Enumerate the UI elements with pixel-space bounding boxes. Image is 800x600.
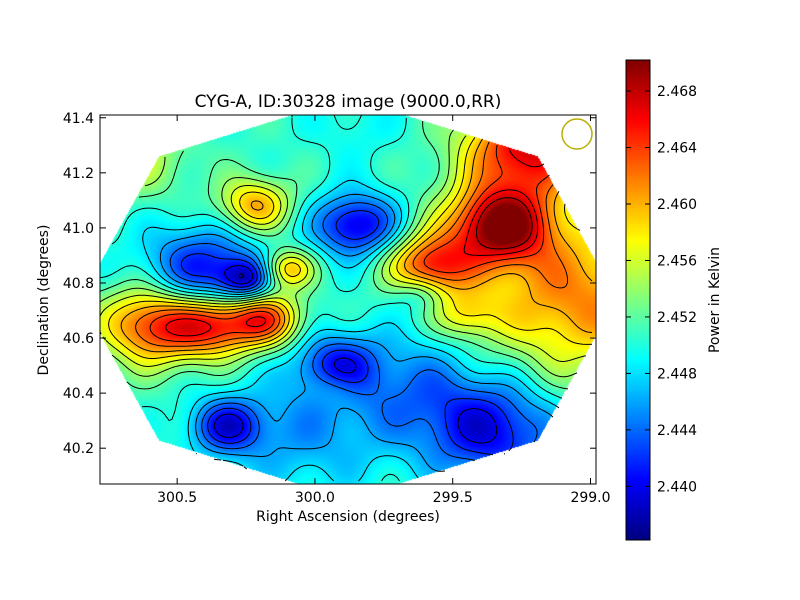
x-axis-ticks: 300.5 300.0 299.5 299.0 <box>157 115 611 506</box>
contour-lines <box>100 115 593 482</box>
beam-circle <box>561 118 593 150</box>
y-axis-label: Declination (degrees) <box>36 225 52 376</box>
colorbar-tick-label: 2.440 <box>657 479 697 495</box>
colorbar-tick-label: 2.456 <box>657 253 697 269</box>
contour-line <box>213 265 498 444</box>
contour-line <box>180 210 514 456</box>
contour-line <box>135 141 569 347</box>
contour-line <box>476 197 533 250</box>
contour-line <box>100 135 587 367</box>
contour-line <box>100 115 563 482</box>
x-tick-label: 300.5 <box>157 490 197 506</box>
x-tick-label: 299.5 <box>433 490 473 506</box>
y-tick-label: 40.8 <box>63 276 94 292</box>
y-tick-label: 40.6 <box>63 331 94 347</box>
colorbar-label: Power in Kelvin <box>707 247 723 353</box>
colorbar-frame <box>625 59 651 541</box>
y-tick-label: 40.4 <box>63 386 94 402</box>
y-tick-label: 41.4 <box>63 111 94 127</box>
colorbar-gradient <box>626 60 650 540</box>
heatmap-image <box>100 115 596 484</box>
y-tick-label: 41.2 <box>63 166 94 182</box>
colorbar-ticks: 2.440 2.444 2.448 2.452 2.456 2.460 2.464 2.468 <box>626 84 697 495</box>
contour-line <box>169 202 538 461</box>
contour-line <box>165 147 545 337</box>
colorbar-tick-label: 2.468 <box>657 84 697 100</box>
contour-line <box>238 273 245 278</box>
contour-line <box>100 129 578 378</box>
colorbar-tick-label: 2.444 <box>657 423 697 439</box>
chart-title: CYG-A, ID:30328 image (9000.0,RR) <box>195 92 502 112</box>
colorbar-tick-label: 2.464 <box>657 141 697 157</box>
contour-line <box>120 138 593 353</box>
contour-line <box>142 179 560 482</box>
colorbar-tick-label: 2.452 <box>657 310 697 326</box>
contour-line <box>108 137 593 359</box>
x-axis-label: Right Ascension (degrees) <box>256 509 440 525</box>
contour-line <box>100 120 569 390</box>
contour-line <box>149 144 550 343</box>
plot-frame <box>99 114 597 485</box>
contour-line <box>159 193 554 472</box>
colorbar-tick-label: 2.448 <box>657 366 697 382</box>
y-tick-label: 40.2 <box>63 441 94 457</box>
y-axis-ticks: 40.2 40.4 40.6 40.8 41.0 41.2 41.4 <box>63 111 596 457</box>
y-tick-label: 41.0 <box>63 221 94 237</box>
x-tick-label: 299.0 <box>570 490 610 506</box>
colorbar-tick-label: 2.460 <box>657 197 697 213</box>
x-tick-label: 300.0 <box>295 490 335 506</box>
